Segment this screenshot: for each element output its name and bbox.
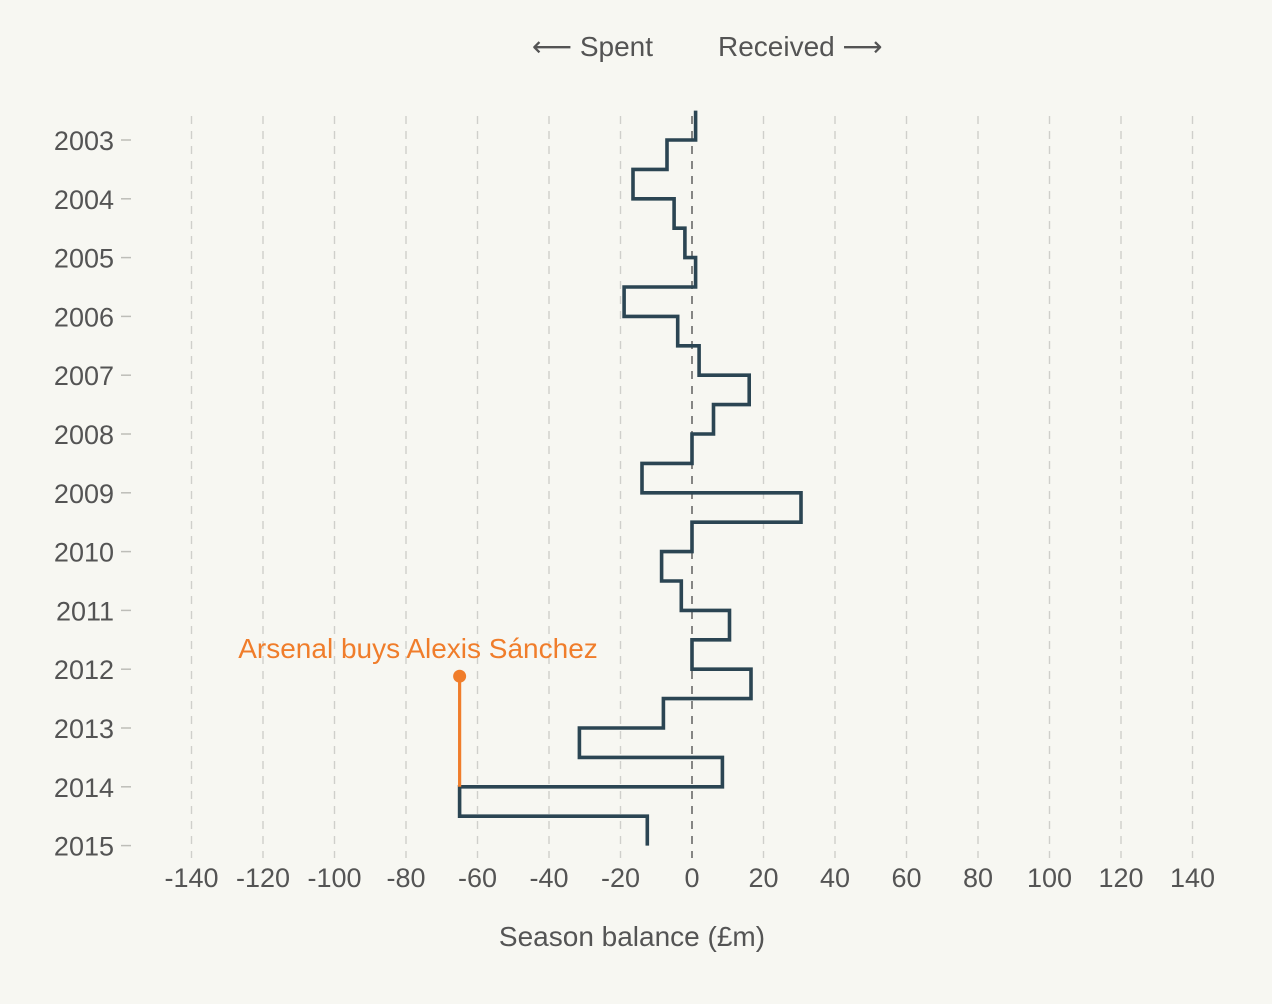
y-tick-label: 2007 (54, 361, 114, 391)
x-tick-label: 80 (963, 863, 993, 893)
y-tick-label: 2003 (54, 126, 114, 156)
x-tick-label: -120 (236, 863, 290, 893)
x-tick-label: -20 (601, 863, 640, 893)
x-tick-label: 140 (1170, 863, 1215, 893)
x-axis: -140 -120 -100 -80 -60 -40 -20 0 20 40 60 80 100 120 1… (164, 863, 1215, 893)
y-tick-label: 2005 (54, 244, 114, 274)
x-axis-title: Season balance (£m) (499, 921, 765, 952)
x-tick-label: -140 (164, 863, 218, 893)
series-layer (460, 111, 801, 846)
y-tick-label: 2004 (54, 185, 114, 215)
x-tick-label: 100 (1027, 863, 1072, 893)
x-tick-label: 40 (820, 863, 850, 893)
y-tick-label: 2008 (54, 420, 114, 450)
x-tick-label: -60 (458, 863, 497, 893)
balance-step-line (460, 111, 801, 846)
annotation-label: Arsenal buys Alexis Sánchez (238, 633, 598, 664)
annotation-dot (453, 670, 466, 683)
y-tick-label: 2015 (54, 832, 114, 862)
y-tick-label: 2010 (54, 538, 114, 568)
x-tick-label: 60 (891, 863, 921, 893)
y-tick-label: 2014 (54, 773, 114, 803)
x-tick-label: 120 (1098, 863, 1143, 893)
y-tick-label: 2009 (54, 479, 114, 509)
y-tick-label: 2006 (54, 302, 114, 332)
y-axis: 2003 2004 2005 2006 2007 2008 2009 2010 2011 2012… (54, 126, 131, 862)
annotation-layer: Arsenal buys Alexis Sánchez (238, 633, 598, 787)
y-tick-label: 2011 (56, 596, 114, 626)
x-tick-label: 0 (684, 863, 699, 893)
x-tick-label: -80 (386, 863, 425, 893)
y-tick-label: 2013 (54, 714, 114, 744)
spent-direction-label: ⟵ Spent (532, 31, 653, 62)
x-tick-label: -40 (529, 863, 568, 893)
received-direction-label: Received ⟶ (718, 31, 883, 62)
grid-layer (192, 116, 1193, 858)
x-tick-label: -100 (307, 863, 361, 893)
y-tick-label: 2012 (54, 655, 114, 685)
x-tick-label: 20 (748, 863, 778, 893)
